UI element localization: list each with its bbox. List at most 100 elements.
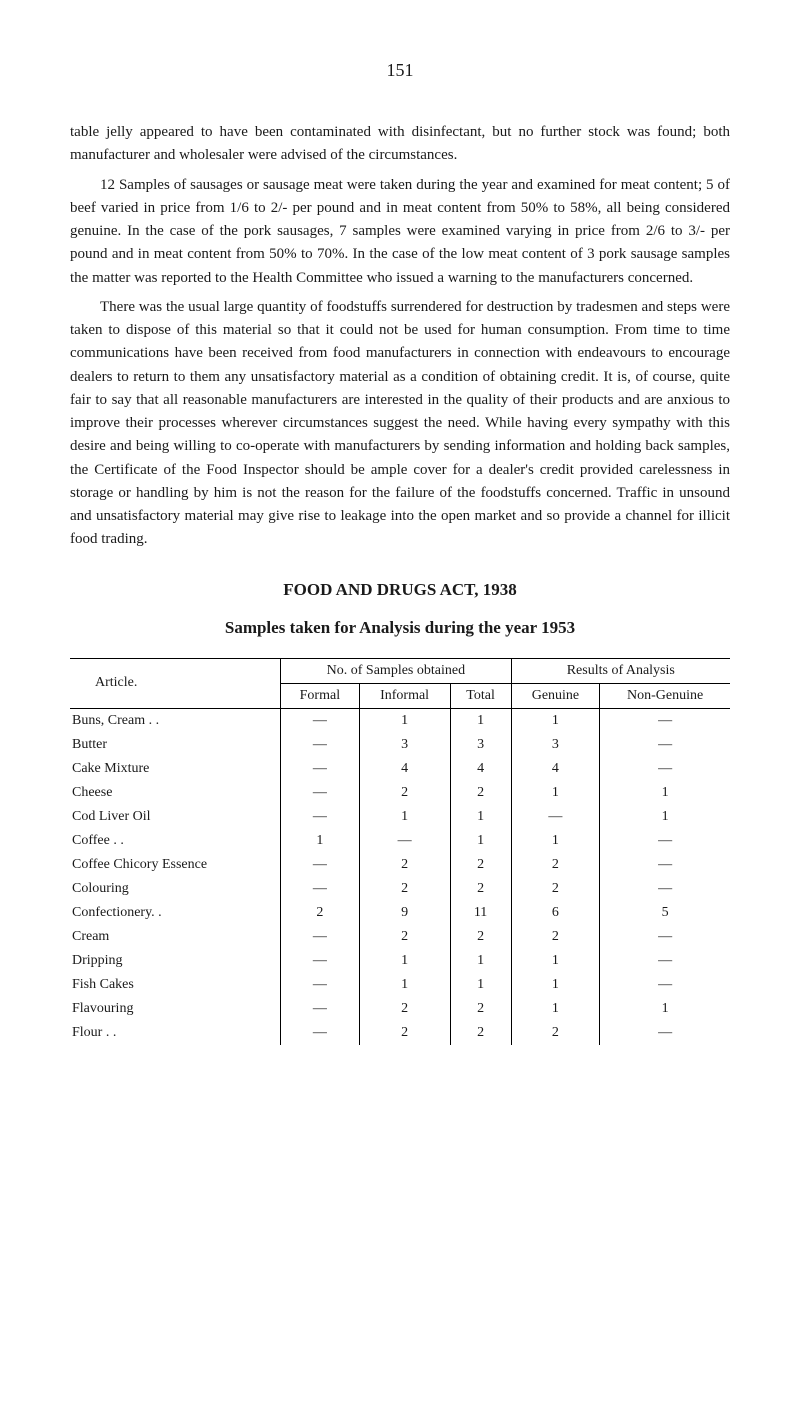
- cell-informal: —: [359, 829, 450, 853]
- cell-article: Fish Cakes: [70, 973, 281, 997]
- cell-total: 11: [450, 901, 511, 925]
- cell-formal: —: [281, 1021, 359, 1045]
- table-row: Cream—222—: [70, 925, 730, 949]
- cell-formal: —: [281, 853, 359, 877]
- paragraph-3: There was the usual large quantity of fo…: [70, 296, 730, 552]
- table-row: Coffee . .1—11—: [70, 829, 730, 853]
- table-row: Butter—333—: [70, 733, 730, 757]
- cell-genuine: —: [511, 805, 600, 829]
- cell-genuine: 6: [511, 901, 600, 925]
- cell-informal: 2: [359, 925, 450, 949]
- cell-total: 2: [450, 853, 511, 877]
- cell-non-genuine: —: [600, 925, 730, 949]
- cell-genuine: 1: [511, 973, 600, 997]
- col-non-genuine: Non-Genuine: [600, 683, 730, 708]
- table-row: Cod Liver Oil—11—1: [70, 805, 730, 829]
- cell-article: Flavouring: [70, 997, 281, 1021]
- cell-informal: 2: [359, 997, 450, 1021]
- cell-genuine: 2: [511, 877, 600, 901]
- cell-genuine: 1: [511, 781, 600, 805]
- table-row: Cake Mixture—444—: [70, 757, 730, 781]
- cell-article: Cheese: [70, 781, 281, 805]
- cell-non-genuine: —: [600, 708, 730, 733]
- cell-formal: 1: [281, 829, 359, 853]
- col-formal: Formal: [281, 683, 359, 708]
- paragraph-2: 12 Samples of sausages or sausage meat w…: [70, 174, 730, 290]
- cell-informal: 2: [359, 877, 450, 901]
- cell-total: 2: [450, 997, 511, 1021]
- cell-non-genuine: —: [600, 733, 730, 757]
- table-row: Colouring—222—: [70, 877, 730, 901]
- cell-article: Confectionery. .: [70, 901, 281, 925]
- cell-genuine: 4: [511, 757, 600, 781]
- cell-informal: 2: [359, 853, 450, 877]
- cell-total: 1: [450, 708, 511, 733]
- cell-formal: —: [281, 781, 359, 805]
- cell-genuine: 2: [511, 925, 600, 949]
- cell-formal: —: [281, 757, 359, 781]
- col-total: Total: [450, 683, 511, 708]
- table-row: Flour . .—222—: [70, 1021, 730, 1045]
- cell-total: 2: [450, 781, 511, 805]
- col-article: Article.: [70, 658, 281, 708]
- col-genuine: Genuine: [511, 683, 600, 708]
- col-informal: Informal: [359, 683, 450, 708]
- cell-genuine: 1: [511, 949, 600, 973]
- cell-non-genuine: —: [600, 877, 730, 901]
- cell-formal: —: [281, 949, 359, 973]
- cell-non-genuine: —: [600, 829, 730, 853]
- cell-formal: —: [281, 877, 359, 901]
- table-row: Confectionery. .291165: [70, 901, 730, 925]
- cell-formal: —: [281, 997, 359, 1021]
- table-row: Dripping—111—: [70, 949, 730, 973]
- cell-total: 3: [450, 733, 511, 757]
- cell-informal: 3: [359, 733, 450, 757]
- table-row: Cheese—2211: [70, 781, 730, 805]
- cell-non-genuine: —: [600, 853, 730, 877]
- cell-genuine: 1: [511, 829, 600, 853]
- table-row: Buns, Cream . .—111—: [70, 708, 730, 733]
- cell-total: 1: [450, 949, 511, 973]
- cell-informal: 1: [359, 949, 450, 973]
- col-group-results: Results of Analysis: [511, 658, 730, 683]
- cell-article: Butter: [70, 733, 281, 757]
- cell-informal: 1: [359, 805, 450, 829]
- table-row: Flavouring—2211: [70, 997, 730, 1021]
- cell-total: 2: [450, 877, 511, 901]
- cell-article: Cream: [70, 925, 281, 949]
- cell-informal: 4: [359, 757, 450, 781]
- cell-non-genuine: —: [600, 973, 730, 997]
- cell-article: Buns, Cream . .: [70, 708, 281, 733]
- cell-non-genuine: 1: [600, 781, 730, 805]
- cell-formal: —: [281, 925, 359, 949]
- table-row: Fish Cakes—111—: [70, 973, 730, 997]
- cell-genuine: 1: [511, 997, 600, 1021]
- cell-formal: —: [281, 708, 359, 733]
- cell-informal: 9: [359, 901, 450, 925]
- page-number: 151: [70, 60, 730, 81]
- cell-article: Flour . .: [70, 1021, 281, 1045]
- cell-article: Colouring: [70, 877, 281, 901]
- cell-article: Cake Mixture: [70, 757, 281, 781]
- cell-formal: —: [281, 733, 359, 757]
- cell-formal: 2: [281, 901, 359, 925]
- cell-non-genuine: 1: [600, 805, 730, 829]
- cell-article: Cod Liver Oil: [70, 805, 281, 829]
- cell-non-genuine: —: [600, 1021, 730, 1045]
- cell-total: 2: [450, 1021, 511, 1045]
- cell-informal: 1: [359, 708, 450, 733]
- cell-informal: 2: [359, 781, 450, 805]
- cell-informal: 2: [359, 1021, 450, 1045]
- cell-non-genuine: 1: [600, 997, 730, 1021]
- cell-informal: 1: [359, 973, 450, 997]
- samples-table: Article. No. of Samples obtained Results…: [70, 658, 730, 1045]
- cell-article: Dripping: [70, 949, 281, 973]
- cell-genuine: 3: [511, 733, 600, 757]
- cell-total: 2: [450, 925, 511, 949]
- cell-genuine: 1: [511, 708, 600, 733]
- table-row: Coffee Chicory Essence—222—: [70, 853, 730, 877]
- cell-genuine: 2: [511, 853, 600, 877]
- heading-samples: Samples taken for Analysis during the ye…: [70, 618, 730, 638]
- cell-formal: —: [281, 973, 359, 997]
- heading-act: FOOD AND DRUGS ACT, 1938: [70, 580, 730, 600]
